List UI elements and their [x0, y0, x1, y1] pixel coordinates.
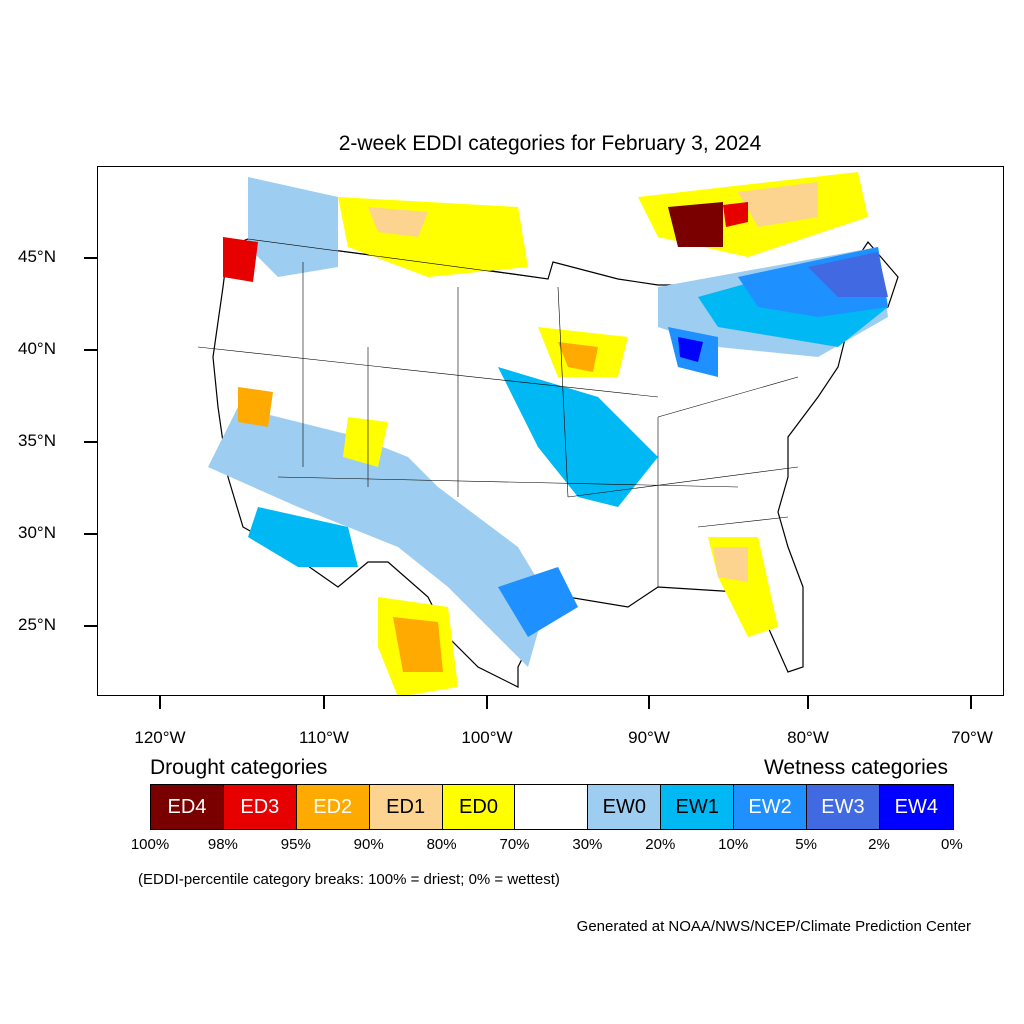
lon-tick: [970, 696, 972, 709]
percentile-label: 5%: [795, 836, 817, 853]
percentile-label: 30%: [572, 836, 603, 853]
percentile-label: 98%: [207, 836, 238, 853]
region-ew1-sw: [248, 507, 358, 567]
region-ed3-wa: [223, 237, 258, 282]
percentile-label: 0%: [941, 836, 963, 853]
region-ed2-mexico: [393, 617, 443, 672]
region-ed2-upper-midwest: [558, 342, 598, 372]
region-ed1-north: [368, 207, 428, 237]
lon-label: 110°W: [299, 728, 349, 747]
lat-label: 35°N: [18, 431, 56, 450]
percentile-label: 2%: [868, 836, 890, 853]
lat-tick: [84, 625, 97, 627]
legend-cell-ed1: ED1: [369, 785, 443, 829]
region-ew4-lakes: [678, 337, 703, 362]
lon-tick: [486, 696, 488, 709]
wetness-heading: Wetness categories: [763, 756, 948, 779]
state-boundaries: [197, 238, 799, 587]
percentile-label: 20%: [645, 836, 676, 853]
legend-cell-ew3: EW3: [807, 785, 880, 829]
lat-tick: [84, 533, 97, 535]
region-ew0: [208, 407, 548, 667]
lon-label: 70°W: [951, 728, 993, 747]
region-ew1-central: [498, 367, 658, 507]
lon-tick: [807, 696, 809, 709]
region-ew0-nw: [248, 177, 338, 277]
lat-label: 40°N: [18, 339, 56, 358]
lon-label: 100°W: [461, 728, 513, 747]
lon-tick: [648, 696, 650, 709]
lat-tick: [84, 441, 97, 443]
lon-label: 120°W: [134, 728, 186, 747]
region-ew3-ne: [808, 252, 888, 297]
legend-cell-ew4: EW4: [879, 785, 953, 829]
lat-label: 25°N: [18, 615, 56, 634]
category-note: (EDDI-percentile category breaks: 100% =…: [138, 871, 560, 888]
percentile-label: 70%: [499, 836, 530, 853]
legend-colorbar: ED4 ED3 ED2 ED1 ED0 EW0 EW1 EW2 EW3 EW4: [150, 784, 954, 830]
region-ed4-lakes: [668, 202, 723, 247]
map-frame: [97, 166, 1004, 696]
map-title: 2-week EDDI categories for February 3, 2…: [338, 132, 762, 155]
legend-cell-ew0: EW0: [588, 785, 662, 829]
lat-label: 45°N: [18, 247, 56, 266]
drought-heading: Drought categories: [150, 756, 328, 779]
legend-cell-neutral: [515, 785, 589, 829]
lon-tick: [323, 696, 325, 709]
percentile-label: 10%: [718, 836, 749, 853]
lon-tick: [159, 696, 161, 709]
region-ed1-florida: [713, 547, 748, 582]
wet-regions: [208, 177, 888, 667]
region-ed0-east: [343, 417, 388, 467]
region-ed2-nevada: [238, 387, 273, 427]
legend-cell-ed3: ED3: [223, 785, 297, 829]
region-ew2-gulf: [498, 567, 578, 637]
percentile-label: 90%: [353, 836, 384, 853]
percentile-label: 80%: [426, 836, 457, 853]
lat-tick: [84, 257, 97, 259]
lat-tick: [84, 349, 97, 351]
lon-label: 80°W: [787, 728, 829, 747]
dry-regions: [223, 172, 868, 695]
percentile-label: 95%: [280, 836, 311, 853]
region-ed1-lakes: [738, 182, 818, 227]
eddi-map: [197, 172, 899, 695]
credit-line: Generated at NOAA/NWS/NCEP/Climate Predi…: [576, 918, 971, 935]
legend-cell-ed0: ED0: [442, 785, 516, 829]
region-ed3-lakes: [723, 202, 748, 227]
lat-label: 30°N: [18, 523, 56, 542]
legend-cell-ed2: ED2: [296, 785, 370, 829]
legend-cell-ed4: ED4: [151, 785, 224, 829]
percentile-label: 100%: [130, 836, 170, 853]
legend-cell-ew2: EW2: [734, 785, 808, 829]
lon-label: 90°W: [628, 728, 670, 747]
legend-cell-ew1: EW1: [661, 785, 735, 829]
